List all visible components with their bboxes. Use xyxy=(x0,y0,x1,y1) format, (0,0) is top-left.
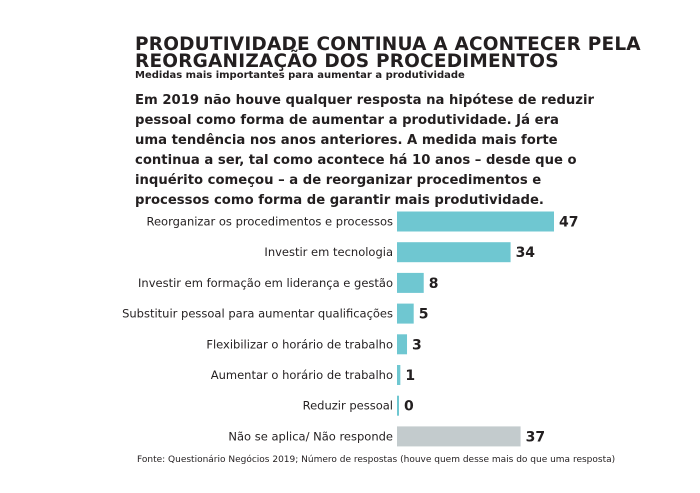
bar-4 xyxy=(397,334,408,355)
bar-1 xyxy=(397,242,511,263)
value-label-6: 0 xyxy=(404,399,414,415)
bar-7 xyxy=(397,426,521,447)
value-label-4: 3 xyxy=(412,337,422,353)
category-label-3: Substituir pessoal para aumentar qualifi… xyxy=(122,307,393,321)
value-label-3: 5 xyxy=(419,307,429,323)
value-label-5: 1 xyxy=(405,368,415,384)
value-label-0: 47 xyxy=(559,215,578,231)
source-note: Fonte: Questionário Negócios 2019; Númer… xyxy=(137,455,616,465)
bar-6 xyxy=(397,395,399,416)
chart-title: PRODUTIVIDADE CONTINUA A ACONTECER PELA … xyxy=(135,34,641,72)
chart-subtitle: Medidas mais importantes para aumentar a… xyxy=(135,70,465,81)
bar-3 xyxy=(397,303,414,324)
intro-paragraph: Em 2019 não houve qualquer resposta na h… xyxy=(135,93,594,208)
value-label-7: 37 xyxy=(526,429,545,445)
bar-2 xyxy=(397,272,424,293)
category-label-0: Reorganizar os procedimentos e processos xyxy=(146,215,393,229)
bar-0 xyxy=(397,211,554,232)
category-label-4: Flexibilizar o horário de trabalho xyxy=(206,337,393,351)
category-label-2: Investir em formação em liderança e gest… xyxy=(138,276,393,290)
bar-5 xyxy=(397,365,401,385)
category-label-7: Não se aplica/ Não responde xyxy=(228,429,393,443)
category-label-6: Reduzir pessoal xyxy=(303,399,393,413)
value-label-2: 8 xyxy=(429,276,439,292)
value-label-1: 34 xyxy=(516,245,536,261)
category-label-5: Aumentar o horário de trabalho xyxy=(211,368,393,382)
category-label-1: Investir em tecnologia xyxy=(264,245,393,259)
